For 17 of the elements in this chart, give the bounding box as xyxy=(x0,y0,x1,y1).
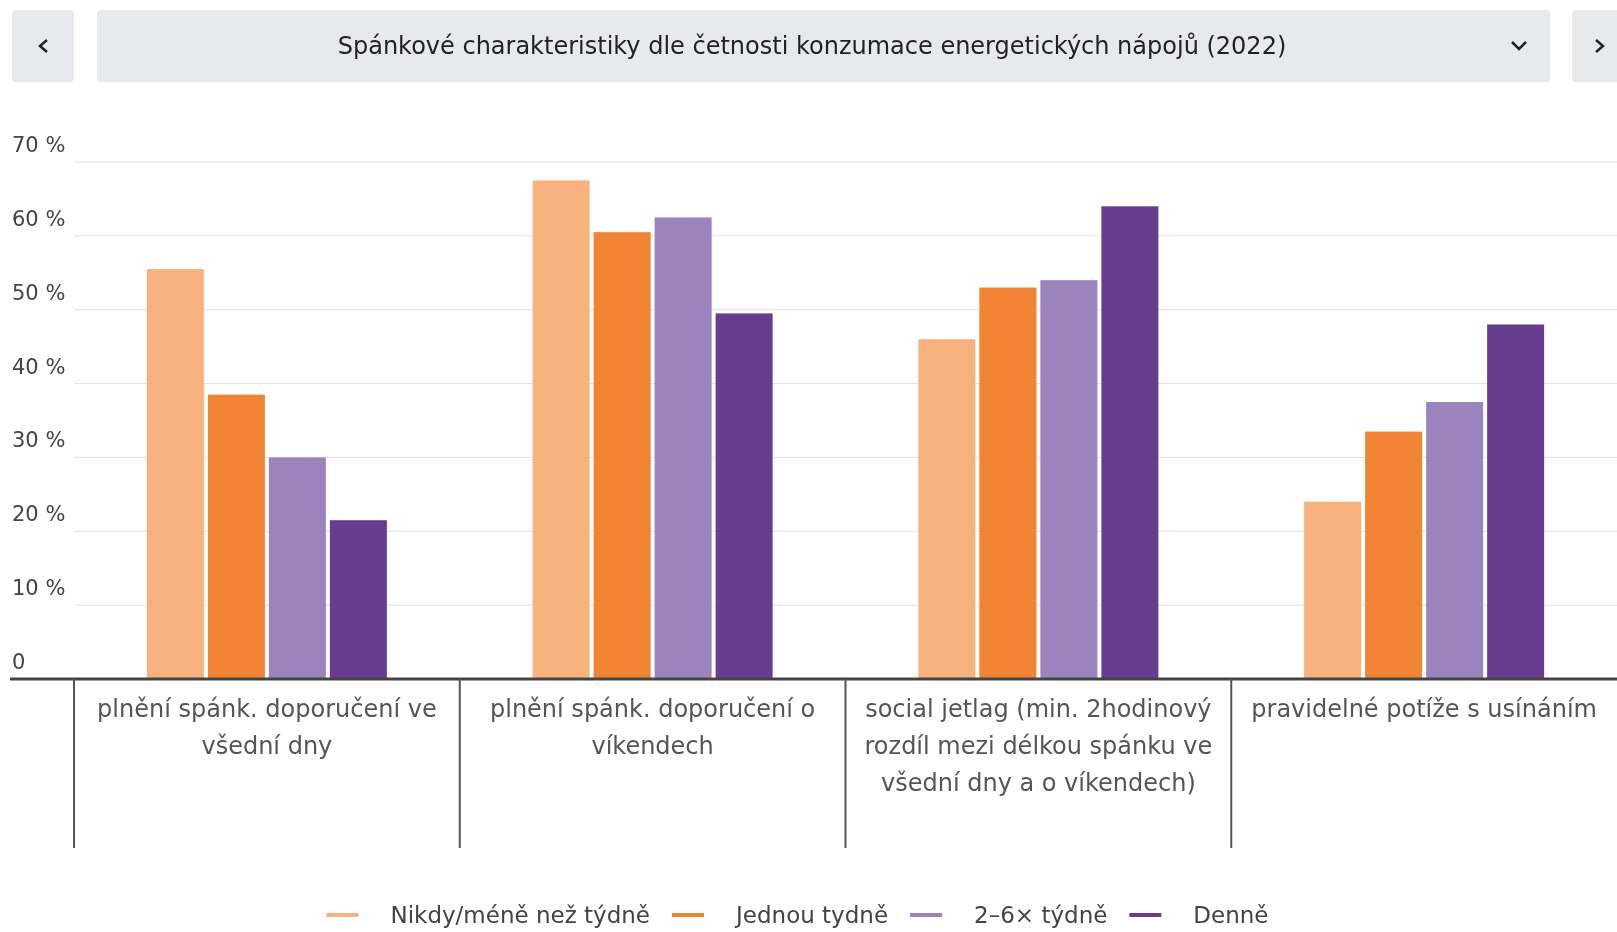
legend-label: Jednou tydně xyxy=(734,902,889,928)
chart-title: Spánkové charakteristiky dle četnosti konzumace energetických nápojů (2022) xyxy=(337,32,1287,60)
x-tick-label: social jetlag (min. 2hodinový rozdíl mezi délkou spánku ve všední dny a o víkendech) xyxy=(864,695,1213,797)
x-tick-label: plnění spánk. doporučení ve všední dny xyxy=(97,695,437,760)
y-tick-label: 30 % xyxy=(12,428,66,453)
legend-label: Nikdy/méně než týdně xyxy=(390,902,651,928)
y-tick-label: 50 % xyxy=(12,280,66,305)
x-tick-label: pravidelné potíže s usínáním xyxy=(1251,695,1597,723)
y-tick-label: 10 % xyxy=(12,576,66,601)
y-tick-label: 40 % xyxy=(12,354,66,379)
y-tick-label: 20 % xyxy=(12,502,66,527)
y-tick-label: 70 % xyxy=(12,133,66,157)
y-tick-label: 60 % xyxy=(12,206,66,231)
legend-label: 2–6× týdně xyxy=(974,902,1108,928)
legend-label: Denně xyxy=(1193,902,1269,928)
x-tick-label: plnění spánk. doporučení o víkendech xyxy=(489,695,816,760)
y-tick-label: 0 xyxy=(12,650,26,674)
